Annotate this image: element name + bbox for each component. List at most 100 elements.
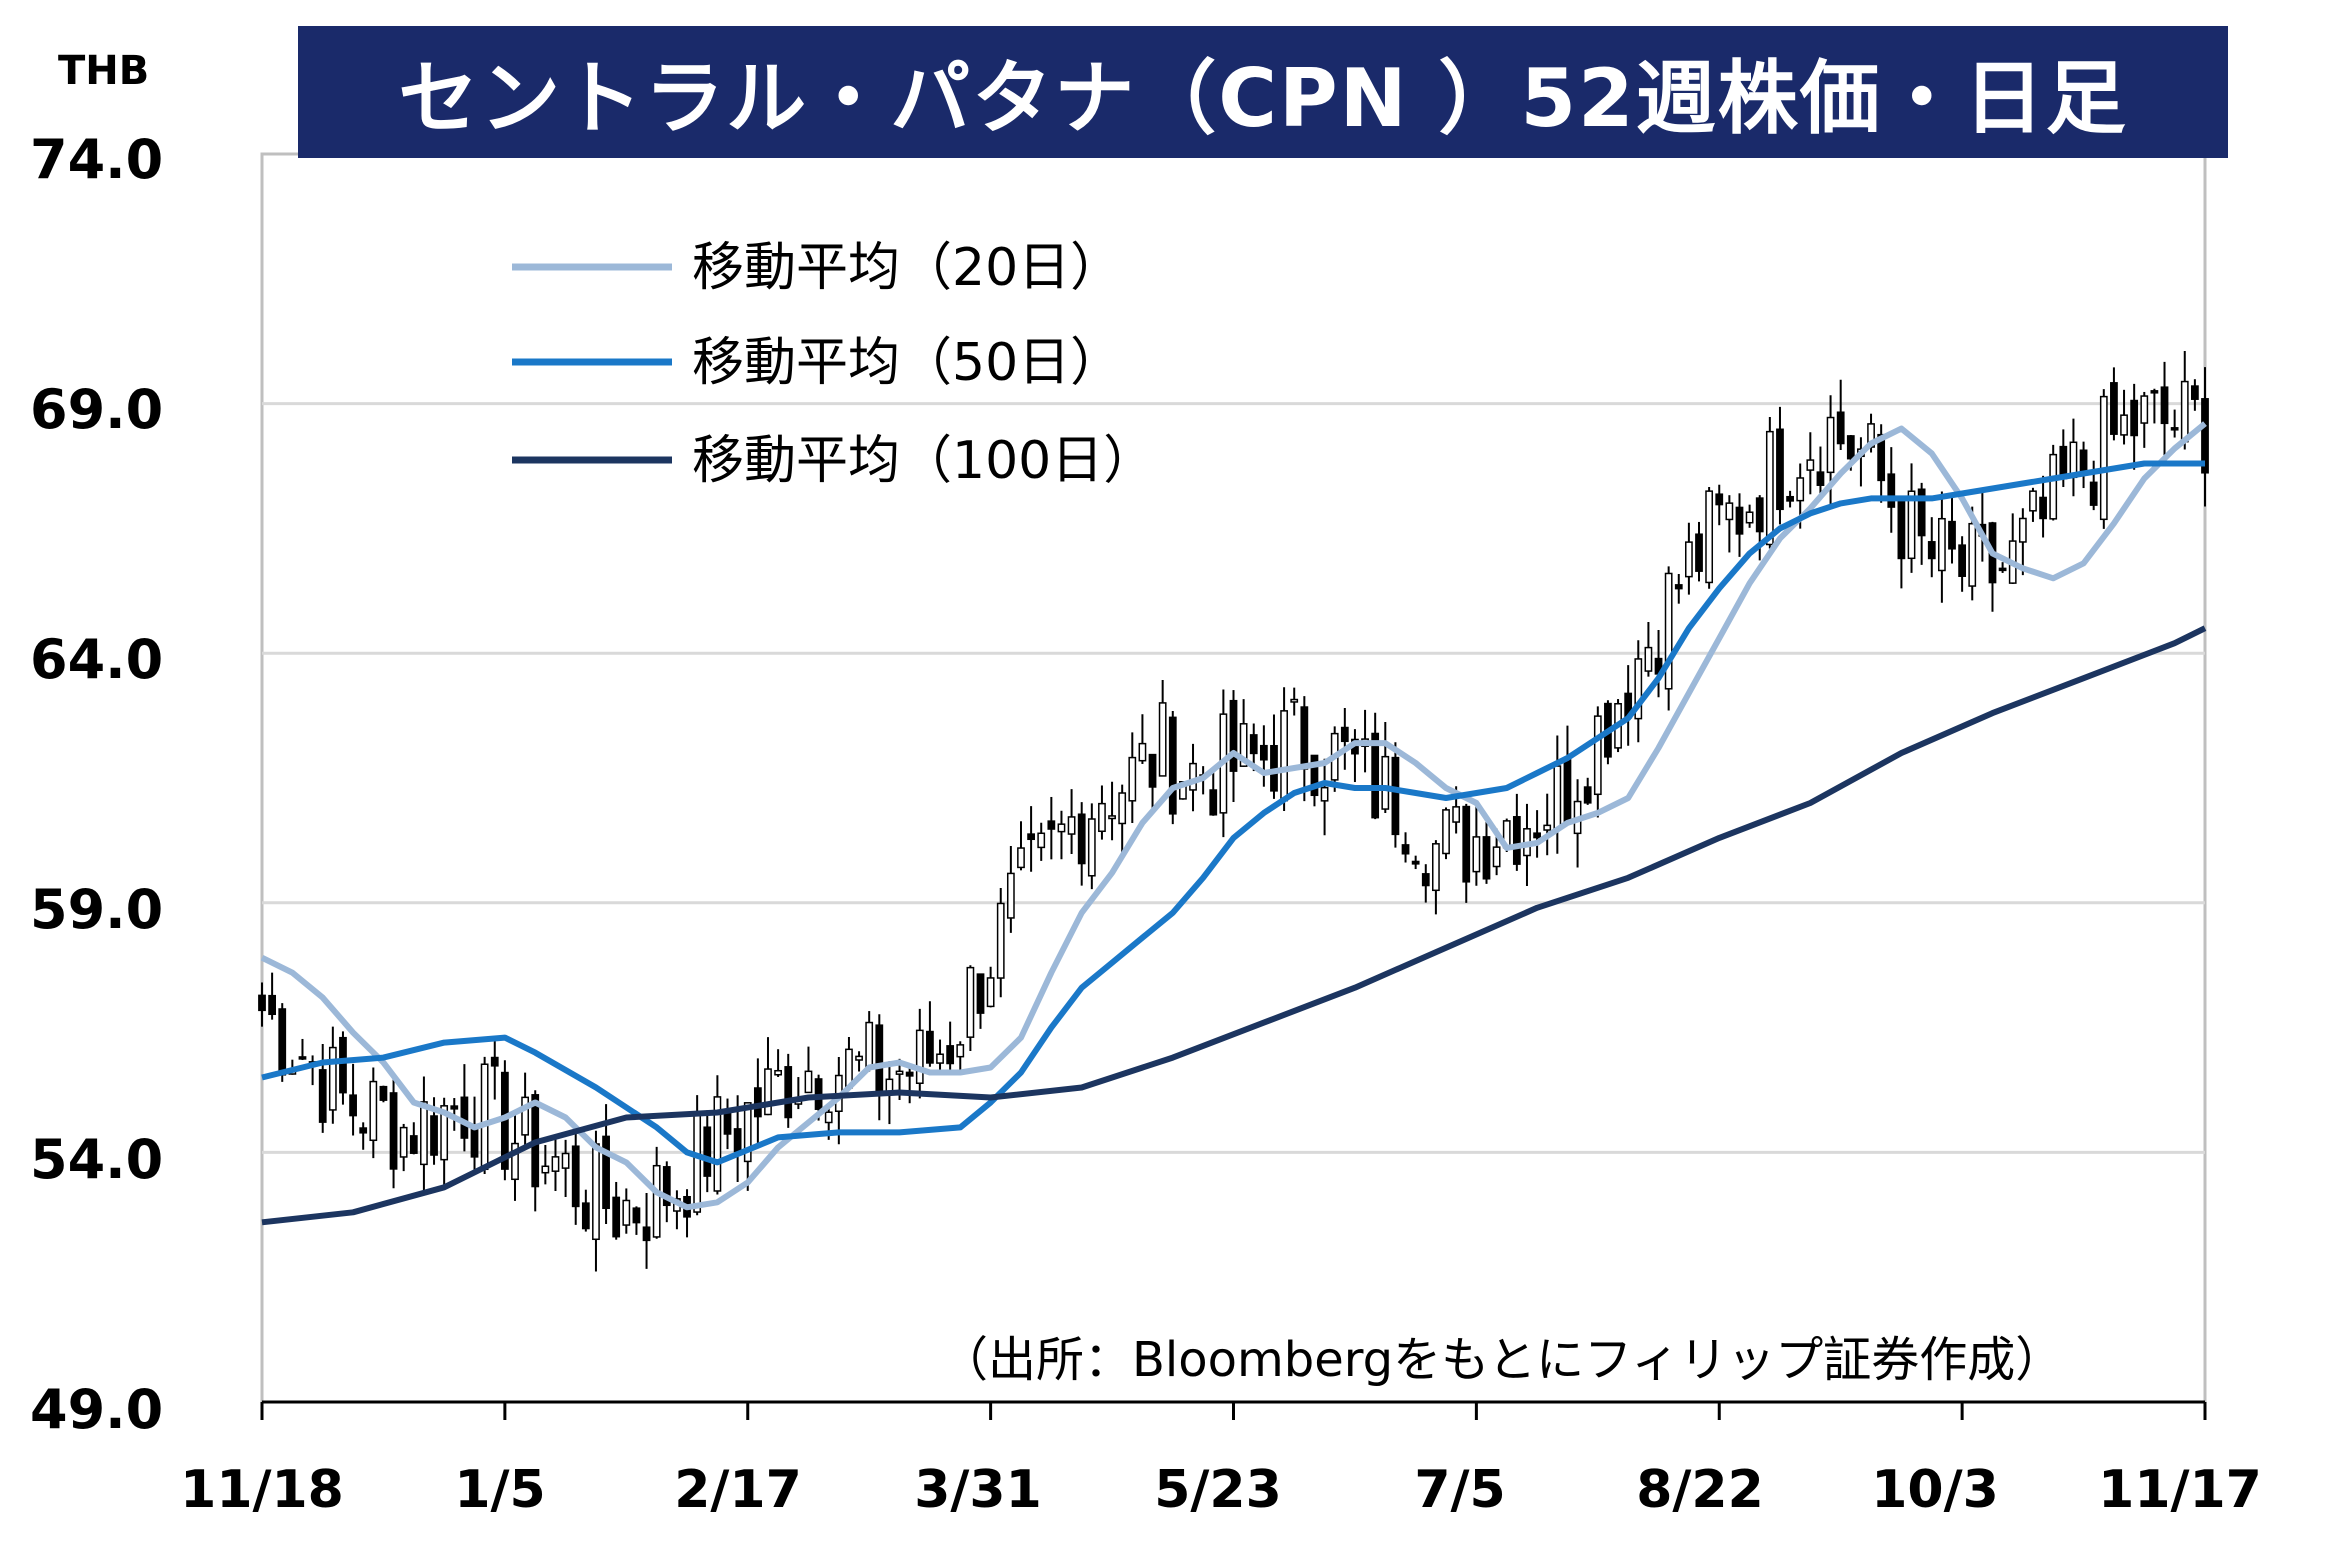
candle-body (1239, 723, 1248, 767)
candle-body (1098, 802, 1106, 833)
candle-body (1512, 816, 1521, 865)
candle-body (1846, 435, 1855, 460)
candle-body (490, 1056, 499, 1067)
x-tick-label: 1/5 (454, 1460, 546, 1520)
x-tick-label: 5/23 (1154, 1460, 1282, 1520)
candle-body (1209, 789, 1218, 816)
candle-body (1290, 698, 1299, 703)
candle-body (571, 1145, 580, 1208)
y-tick-label: 64.0 (30, 628, 164, 691)
series-line-ma100 (261, 625, 2207, 1226)
candle-body (804, 1070, 813, 1094)
candle-body (784, 1066, 793, 1119)
candle-body (1664, 572, 1673, 690)
candle-body (1280, 710, 1288, 802)
candle-body (1786, 495, 1794, 502)
x-tick-label: 8/22 (1636, 1460, 1764, 1520)
candle-body (2130, 399, 2139, 437)
candle-body (936, 1053, 944, 1064)
candle-body (753, 1087, 762, 1118)
candle-body (1776, 428, 1784, 511)
candle-body (1108, 815, 1116, 820)
candle-body (399, 1126, 408, 1158)
candle-body (1958, 544, 1967, 577)
candle-body (602, 1135, 610, 1210)
candle-body (1027, 833, 1035, 841)
candle-body (1897, 500, 1906, 560)
candle-body (1411, 860, 1420, 865)
candle-body (1836, 411, 1845, 445)
candle-body (2150, 390, 2159, 394)
candle-body (1917, 488, 1926, 537)
candle-body (318, 1069, 327, 1123)
candle-body (1148, 753, 1157, 788)
candle-body (1887, 473, 1896, 508)
candle-body (1816, 471, 1825, 486)
candle-body (1482, 836, 1491, 880)
candle-body (521, 1096, 530, 1136)
x-tick-label: 11/18 (180, 1460, 344, 1520)
candle-body (298, 1056, 307, 1060)
candle-body (976, 973, 985, 1014)
candle-body (369, 1080, 378, 1142)
candle-body (1563, 759, 1572, 822)
candle-body (2190, 385, 2199, 400)
candle-body (359, 1127, 368, 1134)
candle-body (2170, 427, 2179, 431)
candle-body (1685, 541, 1693, 578)
candle-body (996, 902, 1005, 979)
candle-body (1057, 823, 1066, 833)
candle-body (1674, 584, 1683, 590)
candle-body (946, 1045, 955, 1065)
candle-body (1077, 813, 1086, 865)
candle-body (1168, 716, 1177, 815)
candle-body (1138, 742, 1147, 762)
x-tick-label: 7/5 (1414, 1460, 1506, 1520)
candle-body (1229, 699, 1238, 772)
candle-body (1826, 416, 1835, 474)
candle-body (1492, 846, 1501, 868)
candle-body (2089, 481, 2098, 506)
candle-body (1634, 658, 1643, 720)
candle-body (1189, 762, 1197, 791)
candle-body (693, 1111, 702, 1213)
legend-label-ma20: 移動平均（20日） (692, 238, 1122, 298)
candle-body (450, 1105, 459, 1110)
candle-body (1725, 502, 1734, 521)
candle-body (1715, 493, 1724, 506)
candle-body (1087, 818, 1096, 877)
candle-body (642, 1226, 651, 1242)
candle-body (1907, 490, 1916, 560)
candle-body (420, 1101, 428, 1166)
candle-body (966, 966, 975, 1038)
candle-body (1259, 744, 1268, 761)
y-unit-label: THB (58, 48, 150, 94)
candle-body (1948, 520, 1956, 550)
candle-body (1371, 732, 1380, 819)
candle-body (612, 1196, 621, 1238)
candle-body (1765, 430, 1774, 546)
candle-body (268, 994, 277, 1016)
candle-body (409, 1135, 418, 1154)
y-tick-label: 49.0 (30, 1378, 164, 1441)
candle-body (1968, 522, 1977, 587)
candle-body (1533, 832, 1541, 839)
candle-body (430, 1115, 438, 1156)
source-note: （出所：Bloombergをもとにフィリップ証券作成） (940, 1332, 2064, 1388)
candle-body (1320, 786, 1329, 802)
candle-body (905, 1071, 914, 1077)
candle-body (2140, 395, 2149, 424)
candle-body (592, 1143, 600, 1241)
candle-body (956, 1044, 965, 1058)
candle-body (703, 1126, 712, 1177)
series-line-ma20 (260, 421, 2207, 1211)
candle-body (865, 1021, 874, 1069)
candle-body (1158, 702, 1167, 777)
candle-body (349, 1094, 357, 1117)
candle-body (1452, 806, 1461, 823)
series-line-ma50 (261, 460, 2205, 1166)
candle-body (1401, 844, 1410, 855)
candle-body (743, 1102, 752, 1163)
candle-body (1695, 533, 1703, 572)
